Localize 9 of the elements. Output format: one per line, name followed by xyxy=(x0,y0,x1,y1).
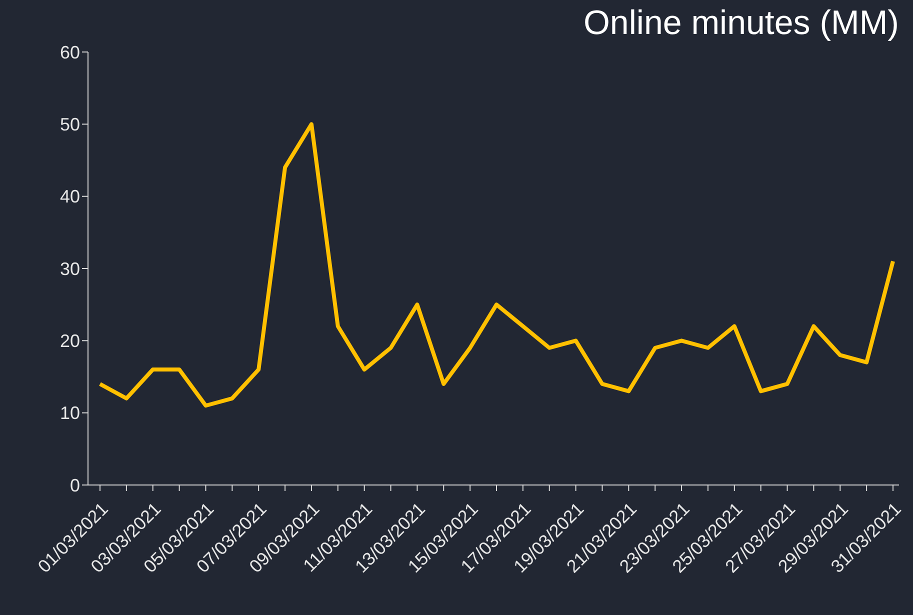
chart-title: Online minutes (MM) xyxy=(583,4,899,43)
line-series xyxy=(98,122,895,408)
y-tick-label: 40 xyxy=(60,186,80,207)
y-tick-label: 50 xyxy=(60,114,80,135)
y-tick-label: 0 xyxy=(70,475,80,496)
y-tick-label: 60 xyxy=(60,42,80,62)
y-tick-label: 30 xyxy=(60,258,80,279)
y-tick-label: 10 xyxy=(60,403,80,424)
y-tick-label: 20 xyxy=(60,331,80,352)
